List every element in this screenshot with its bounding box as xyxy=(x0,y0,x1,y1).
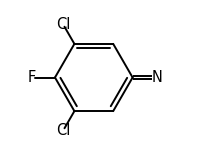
Text: Cl: Cl xyxy=(56,16,70,31)
Text: F: F xyxy=(28,70,36,85)
Text: N: N xyxy=(151,70,162,85)
Text: Cl: Cl xyxy=(56,124,70,139)
